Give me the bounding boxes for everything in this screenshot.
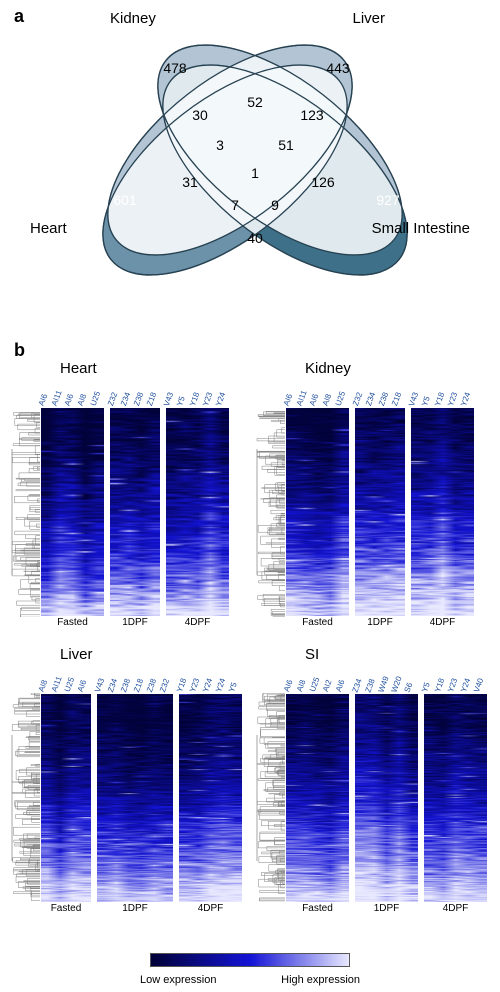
- heatmap-title: Kidney: [305, 360, 492, 377]
- dendrogram: [255, 693, 285, 903]
- heatmap-canvas: [109, 407, 161, 617]
- heatmap-title: SI: [305, 646, 492, 663]
- condition-label: Fasted: [285, 903, 350, 914]
- heatmap-canvas: [354, 407, 406, 617]
- sample-label: Y24: [460, 391, 476, 408]
- venn-label-si: Small Intestine: [372, 220, 470, 237]
- heatmap-canvas: [165, 407, 230, 617]
- condition-label: Fasted: [285, 617, 350, 628]
- heatmap-panel: HeartAI6AI11AI6AI8U25Z32Z34Z38Z18V43Y5Y1…: [0, 340, 500, 992]
- venn-n-hs: 40: [247, 230, 263, 246]
- heatmap-canvas: [285, 407, 350, 617]
- venn-n-klh: 3: [216, 137, 224, 153]
- panel-a-label: a: [14, 6, 24, 27]
- sample-label: U25: [90, 390, 107, 409]
- heatmap-title: Liver: [60, 646, 247, 663]
- venn-n-kls: 51: [278, 137, 294, 153]
- colorbar-gradient: [150, 953, 350, 967]
- venn-n-kidney: 478: [163, 60, 186, 76]
- heatmap-si: SIAI6AI8U25AI2AI6Z34Z38W49W20S6Y5Y18Y23Y…: [255, 646, 492, 914]
- condition-label: 1DPF: [354, 617, 406, 628]
- venn-diagram: Kidney Liver Heart Small Intestine 478 4…: [30, 10, 470, 310]
- condition-label: 1DPF: [96, 903, 174, 914]
- sample-label: AI6: [335, 677, 351, 695]
- heatmap-canvas: [178, 693, 243, 903]
- heatmap-kidney: KidneyAI6AI11AI6AI8U25Z32Z34Z38Z18V43Y5Y…: [255, 360, 492, 628]
- dendrogram: [255, 407, 285, 617]
- condition-label: 1DPF: [109, 617, 161, 628]
- venn-label-kidney: Kidney: [110, 10, 156, 27]
- sample-label: V40: [473, 677, 489, 694]
- colorbar-high-label: High expression: [281, 974, 360, 986]
- sample-label: Y5: [228, 677, 244, 694]
- dendrogram: [10, 693, 40, 903]
- venn-n-si: 927: [376, 192, 399, 208]
- condition-label: 4DPF: [423, 903, 488, 914]
- condition-label: Fasted: [40, 617, 105, 628]
- sample-label: U25: [335, 390, 352, 409]
- colorbar: Low expression High expression: [140, 953, 360, 986]
- venn-n-kl: 52: [247, 94, 263, 110]
- venn-n-kh: 30: [192, 107, 208, 123]
- heatmap-title: Heart: [60, 360, 247, 377]
- venn-n-all: 1: [251, 165, 259, 181]
- heatmap-canvas: [285, 693, 350, 903]
- heatmap-canvas: [423, 693, 488, 903]
- condition-label: 1DPF: [354, 903, 419, 914]
- venn-n-lhs: 7: [231, 197, 239, 213]
- heatmap-canvas: [410, 407, 475, 617]
- sample-label: S6: [404, 675, 421, 695]
- heatmap-canvas: [96, 693, 174, 903]
- venn-n-khs: 9: [271, 197, 279, 213]
- heatmap-canvas: [40, 407, 105, 617]
- dendrogram: [10, 407, 40, 617]
- condition-label: 4DPF: [410, 617, 475, 628]
- sample-label: Z32: [159, 677, 175, 694]
- condition-label: Fasted: [40, 903, 92, 914]
- venn-n-heart: 601: [113, 192, 136, 208]
- colorbar-low-label: Low expression: [140, 974, 216, 986]
- heatmap-canvas: [40, 693, 92, 903]
- sample-label: Y24: [215, 391, 231, 408]
- venn-n-liver: 443: [326, 60, 349, 76]
- sample-label: AI6: [77, 676, 94, 695]
- heatmap-canvas: [354, 693, 419, 903]
- venn-svg: [30, 10, 470, 300]
- venn-label-heart: Heart: [30, 220, 67, 237]
- condition-label: 4DPF: [165, 617, 230, 628]
- venn-n-ks: 126: [311, 174, 334, 190]
- condition-label: 4DPF: [178, 903, 243, 914]
- venn-n-lh: 31: [182, 174, 198, 190]
- heatmap-liver: LiverAI8AI11U25AI6V43Z34Z38Z18Z38Z32Y18Y…: [10, 646, 247, 914]
- heatmap-heart: HeartAI6AI11AI6AI8U25Z32Z34Z38Z18V43Y5Y1…: [10, 360, 247, 628]
- venn-label-liver: Liver: [352, 10, 385, 27]
- venn-n-ls: 123: [300, 107, 323, 123]
